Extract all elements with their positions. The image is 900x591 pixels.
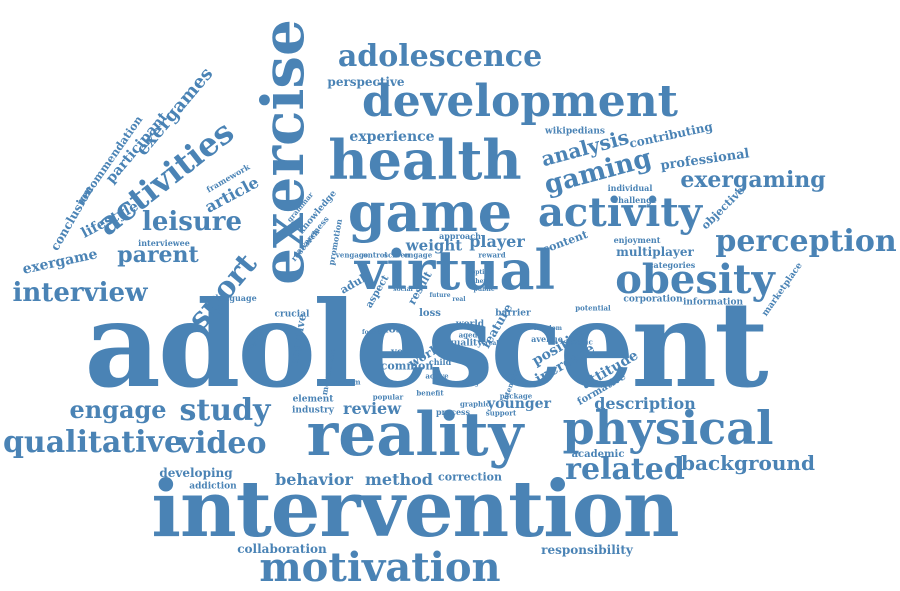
word-game: game [347, 180, 513, 244]
word-engage: engage [69, 395, 167, 424]
word-virtual: virtual [354, 238, 556, 302]
word-challenge: challenge [613, 195, 657, 205]
word-categories: categories [648, 260, 696, 270]
word-focus: focus [362, 329, 380, 336]
word-engage2: engage [403, 250, 433, 260]
word-younger: younger [487, 396, 551, 412]
word-crucial: crucial [274, 309, 310, 320]
word-academic: academic [571, 449, 625, 460]
word-development: development [361, 76, 679, 127]
word-perspective: perspective [327, 75, 405, 89]
word-theme: theme [472, 278, 494, 285]
word-element: element [292, 394, 334, 405]
word-specific: specific [563, 337, 593, 347]
word-loss: loss [419, 308, 441, 319]
word-variety: variety [452, 378, 480, 388]
word-quality: quality [447, 338, 483, 349]
word-collaboration: collaboration [237, 542, 327, 556]
word-leisure: leisure [141, 207, 243, 237]
word-year: year [391, 347, 415, 358]
word-interviewee: interviewee [138, 238, 190, 248]
word-adolescence: adolescence [337, 39, 543, 74]
word-weight: weight [405, 236, 463, 255]
word-intervention: intervention [151, 464, 679, 555]
word-wikipedians: wikipedians [545, 126, 605, 137]
word-motivation: motivation [259, 544, 501, 591]
word-package: package [499, 391, 533, 401]
word-enjoyment: enjoyment [613, 235, 661, 245]
word-corporation: corporation [623, 294, 683, 305]
word-addiction: addiction [189, 481, 237, 492]
word-social: social [393, 286, 413, 293]
word-interview: interview [12, 278, 148, 308]
word-reward: reward [478, 250, 506, 260]
word-public: public [473, 286, 495, 293]
word-correction: correction [438, 470, 502, 484]
word-experience: experience [349, 129, 435, 145]
word-description: description [594, 394, 696, 413]
word-conclusion: conclusion [47, 183, 97, 253]
word-method: method [365, 470, 433, 489]
word-most: most [376, 322, 408, 336]
word-individual: individual [607, 183, 653, 193]
word-option: option [471, 269, 493, 276]
word-barrier: barrier [495, 308, 531, 319]
word-industry: industry [292, 405, 334, 416]
word-background: background [681, 451, 815, 475]
word-process: process [435, 407, 471, 417]
word-physical: physical [562, 401, 774, 455]
word-vengage: vengage [335, 250, 369, 260]
word-active: active [425, 371, 449, 381]
word-parent: parent [117, 242, 199, 268]
word-review: review [343, 399, 401, 418]
word-support: support [485, 408, 517, 418]
word-multiplayer: multiplayer [616, 245, 694, 259]
word-language: language [215, 293, 257, 303]
word-benefit: benefit [416, 388, 444, 398]
word-activity: activity [537, 189, 703, 236]
word-study: study [179, 393, 271, 428]
word-real2: real [485, 340, 499, 347]
word-common: common [380, 359, 434, 373]
word-potential: potential [575, 303, 611, 313]
word-system: system [333, 377, 361, 387]
word-responsibility: responsibility [541, 543, 633, 557]
word-adolescent: adolescent [84, 275, 768, 414]
word-exergaming: exergaming [680, 167, 826, 193]
word-child: child [428, 357, 452, 367]
word-reality: reality [306, 400, 524, 470]
word-approach: approach [439, 231, 481, 241]
word-information: information [682, 297, 744, 308]
word-world: world [455, 319, 485, 330]
word-perception: perception [715, 224, 897, 259]
word-control: control [358, 250, 388, 260]
word-avenue: avenue [531, 334, 563, 344]
word-player: player [469, 232, 525, 251]
word-behavior: behavior [275, 470, 353, 489]
word-future: future [429, 292, 451, 299]
word-graphic: graphic [459, 399, 491, 409]
word-aged: aged [458, 330, 478, 340]
word-health: health [328, 128, 522, 192]
word-obesity: obesity [615, 256, 775, 303]
word-popular: popular [372, 392, 404, 402]
word-video: video [177, 426, 267, 461]
word-qualitative: qualitative [2, 425, 184, 460]
word-screen: screen [384, 250, 410, 260]
word-developing: developing [159, 466, 233, 480]
word-related: related [565, 452, 685, 487]
word-freedom: freedom [534, 325, 562, 332]
word-real: real [452, 296, 466, 303]
